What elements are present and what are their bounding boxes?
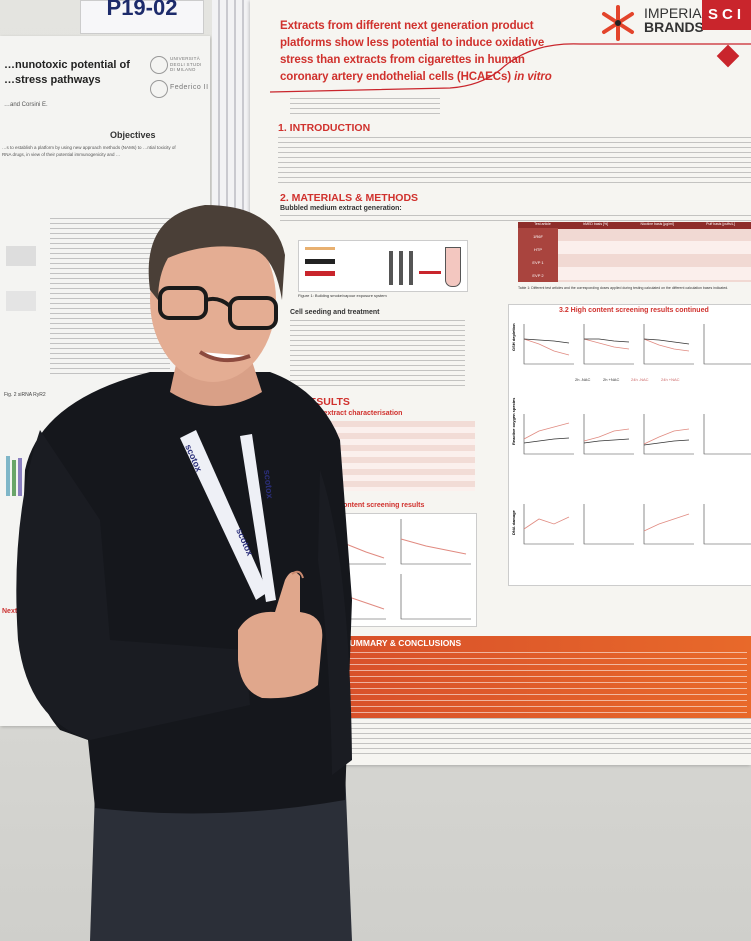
left-title-line2: …stress pathways	[4, 74, 101, 86]
table-1: Test article bMED basis [%] Nicotine bas…	[518, 222, 751, 282]
table-header-cell: Nicotine basis [µg/ml]	[640, 222, 674, 226]
poster-number-label: P19-02	[80, 0, 204, 34]
thumb	[291, 570, 304, 579]
legend-24h-minus-nac: 24h -NAC	[631, 377, 649, 382]
smile	[198, 350, 251, 363]
title-line2: platforms show less potential to induce …	[280, 37, 545, 49]
pants	[90, 770, 352, 941]
thumbs-up-hand	[238, 571, 323, 699]
imperial-brands-logo-icon	[602, 5, 634, 41]
legend-2h-plus-nac: 2h +NAC	[603, 377, 619, 382]
bar	[12, 460, 16, 496]
introduction-text	[278, 137, 751, 183]
table-header-cell: Puff basis [puffs/L]	[706, 222, 735, 226]
left-figure-label: Fig. 2 siRNA RyR2	[4, 392, 46, 398]
table-row-label: EVP 2	[532, 273, 544, 278]
cell-seeding-text	[290, 320, 465, 390]
conclusions-heading: SUMMARY & CONCLUSIONS	[344, 638, 462, 648]
objectives-text: …s to establish a platform by using new …	[2, 145, 176, 157]
poster-title: Extracts from different next generation …	[280, 18, 552, 86]
lanyard	[240, 434, 276, 602]
university-logo-text: Università degli Studi di Milano	[170, 56, 202, 72]
references-text	[340, 718, 751, 758]
table-row-label: HTP	[534, 247, 542, 252]
conclusions-text	[344, 652, 747, 714]
author-list	[290, 98, 440, 116]
bar	[6, 456, 10, 496]
legend-24h-plus-nac: 24h +NAC	[661, 377, 680, 382]
hair	[148, 205, 285, 300]
lanyard	[180, 430, 268, 600]
left-title-line1: …nunotoxic potential of	[4, 59, 130, 71]
table-header-cell: Test article	[534, 222, 551, 226]
figure-1-exposure-system	[298, 240, 468, 292]
legend-2h-minus-nac: 2h -NAC	[575, 377, 590, 382]
brand-name: IMPERIAL BRANDS	[644, 6, 709, 34]
sci-badge: SCI	[702, 0, 751, 30]
table-header-cell: bMED basis [%]	[583, 222, 609, 226]
left-figure-thumb	[6, 246, 36, 266]
title-line4: coronary artery endothelial cells (HCAEC…	[280, 71, 511, 83]
left-figure-thumb	[6, 291, 36, 311]
poster-number: P19-02	[106, 0, 178, 20]
results-subheading-1: 3.1 bMED extract characterisation	[290, 410, 403, 417]
right-poster: Extracts from different next generation …	[250, 0, 751, 765]
results-subheading-2: 3.2 High content screening results	[310, 502, 425, 509]
objectives-heading: Objectives	[110, 130, 156, 140]
brand-line2: BRANDS	[644, 19, 704, 35]
bar	[18, 458, 22, 496]
federico-logo-text: Federico II	[170, 84, 209, 91]
lanyard-text: scotox	[262, 469, 275, 499]
arm	[16, 430, 250, 740]
results-continued-heading: 3.2 High content screening results conti…	[559, 307, 709, 314]
glasses-icon	[158, 286, 278, 330]
university-logo-icon	[150, 56, 168, 74]
left-poster-title: …nunotoxic potential of …stress pathways	[4, 58, 130, 88]
summary-conclusions-band: SUMMARY & CONCLUSIONS	[340, 636, 751, 718]
table-row-labels	[518, 228, 558, 282]
title-italic: in vitro	[514, 71, 552, 83]
section-introduction: 1. INTRODUCTION	[278, 122, 371, 134]
title-swoosh	[269, 43, 751, 93]
title-line3: stress than extracts from cigarettes in …	[280, 54, 525, 66]
title-line1: Extracts from different next generation …	[280, 20, 534, 32]
federico-logo-icon	[150, 80, 168, 98]
methods-text	[280, 215, 751, 225]
table-header	[518, 222, 751, 229]
table-row-label: 1R6F	[533, 234, 543, 239]
hcs-results-continued-panel: 3.2 High content screening results conti…	[508, 304, 751, 586]
brand-line1: IMPERIAL	[644, 5, 710, 21]
left-authors: …and Corsini E.	[4, 102, 48, 108]
hcs-mini-plots: 2h -NAC 2h +NAC 24h -NAC 24h +NAC	[523, 324, 751, 545]
left-body-text	[50, 218, 170, 378]
figure-1-caption: Figure 1: Building smoke/vapour exposure…	[298, 293, 387, 298]
methods-subheading: Bubbled medium extract generation:	[280, 205, 402, 212]
section-methods: 2. MATERIALS & METHODS	[280, 192, 419, 204]
arm	[318, 470, 352, 775]
table-row-label: EVP 1	[532, 260, 544, 265]
table-1-caption: Table 1: Different test articles and the…	[518, 286, 729, 290]
cell-seeding-heading: Cell seeding and treatment	[290, 309, 380, 316]
